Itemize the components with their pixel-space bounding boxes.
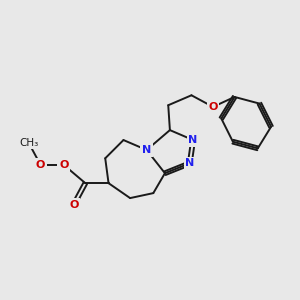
Text: O: O [208, 102, 218, 112]
Text: N: N [188, 135, 198, 145]
Text: CH₃: CH₃ [19, 138, 39, 148]
Text: O: O [36, 160, 45, 170]
Text: N: N [142, 145, 151, 155]
Text: N: N [185, 158, 194, 168]
Text: O: O [69, 200, 78, 210]
Text: O: O [59, 160, 68, 170]
